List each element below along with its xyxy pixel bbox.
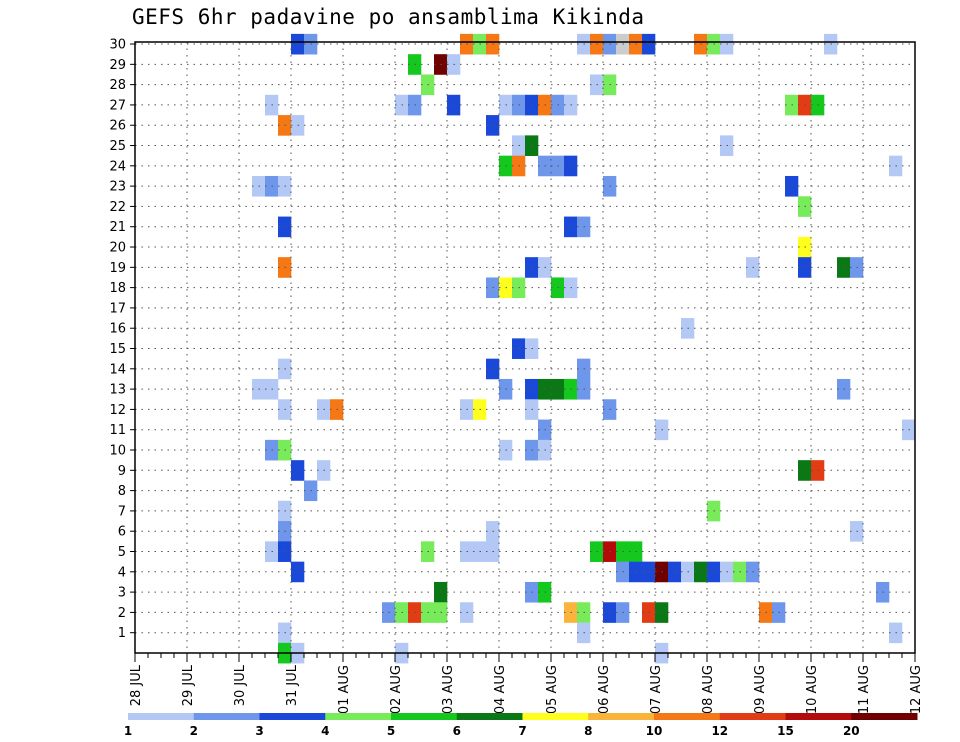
- colorbar-label: 6: [453, 724, 461, 738]
- x-tick-label: 03 AUG: [441, 665, 456, 714]
- x-axis: 28 JUL 29 JUL 30 JUL 31 JUL 01 AUG 02 AUG 03 A…: [129, 653, 924, 714]
- y-tick-label: 19: [109, 261, 126, 276]
- x-tick-label: 01 AUG: [337, 665, 352, 714]
- y-tick-label: 26: [109, 119, 126, 134]
- y-tick-label: 15: [109, 342, 126, 357]
- y-tick-label: 22: [109, 200, 126, 215]
- colorbar-label: 5: [387, 724, 395, 738]
- x-tick-label: 05 AUG: [545, 665, 560, 714]
- colorbar-swatch: [456, 713, 523, 720]
- colorbar-label: 15: [777, 724, 794, 738]
- colorbar-swatch: [391, 713, 458, 720]
- colorbar-swatch: [259, 713, 326, 720]
- y-tick-label: 2: [118, 606, 126, 621]
- y-tick-label: 4: [118, 565, 126, 580]
- y-tick-label: 23: [109, 180, 126, 195]
- colorbar-swatch: [325, 713, 392, 720]
- y-tick-label: 28: [109, 78, 126, 93]
- colorbar-label: 3: [255, 724, 263, 738]
- y-tick-label: 5: [118, 545, 126, 560]
- y-tick-label: 10: [109, 444, 126, 459]
- y-tick-label: 20: [109, 241, 126, 256]
- y-tick-label: 29: [109, 58, 126, 73]
- colorbar-label: 12: [711, 724, 728, 738]
- x-tick-label: 08 AUG: [701, 665, 716, 714]
- x-tick-label: 09 AUG: [753, 665, 768, 714]
- y-tick-label: 1: [118, 626, 126, 641]
- y-tick-label: 11: [109, 423, 126, 438]
- y-tick-label: 30: [109, 38, 126, 53]
- x-tick-label: 10 AUG: [805, 665, 820, 714]
- y-tick-label: 16: [109, 322, 126, 337]
- y-tick-label: 8: [118, 484, 126, 499]
- y-tick-label: 13: [109, 383, 126, 398]
- y-tick-label: 18: [109, 281, 126, 296]
- colorbar-label: 8: [584, 724, 592, 738]
- colorbar-swatch: [851, 713, 918, 720]
- colorbar-swatch: [522, 713, 589, 720]
- y-tick-label: 12: [109, 403, 126, 418]
- colorbar-label: 4: [321, 724, 329, 738]
- y-tick-label: 27: [109, 98, 126, 113]
- y-tick-label: 7: [118, 504, 126, 519]
- y-tick-label: 6: [118, 525, 126, 540]
- x-tick-label: 11 AUG: [857, 665, 872, 714]
- colorbar-swatch: [588, 713, 655, 720]
- x-tick-label: 31 JUL: [285, 664, 300, 706]
- y-tick-label: 24: [109, 159, 126, 174]
- colorbar-label: 7: [518, 724, 526, 738]
- colorbar-label: 2: [190, 724, 198, 738]
- x-tick-label: 04 AUG: [493, 665, 508, 714]
- grid-lines: [135, 42, 915, 653]
- y-tick-label: 3: [118, 586, 126, 601]
- x-tick-label: 02 AUG: [389, 665, 404, 714]
- colorbar-label: 1: [124, 724, 132, 738]
- colorbar-swatch: [719, 713, 786, 720]
- colorbar-swatch: [193, 713, 260, 720]
- x-tick-label: 06 AUG: [597, 665, 612, 714]
- y-tick-label: 14: [109, 362, 126, 377]
- y-axis: 1234567891011121314151617181920212223242…: [109, 38, 135, 641]
- y-tick-label: 25: [109, 139, 126, 154]
- colorbar-swatch: [785, 713, 852, 720]
- y-tick-label: 21: [109, 220, 126, 235]
- x-tick-label: 30 JUL: [233, 664, 248, 706]
- colorbar-label: 20: [843, 724, 860, 738]
- colorbar-swatch: [654, 713, 721, 720]
- chart-title: GEFS 6hr padavine po ansamblima Kikinda: [132, 5, 645, 29]
- x-tick-label: 12 AUG: [909, 665, 924, 714]
- colorbar-label: 10: [646, 724, 663, 738]
- y-tick-label: 9: [118, 464, 126, 479]
- x-tick-label: 28 JUL: [129, 664, 144, 706]
- x-tick-label: 07 AUG: [649, 665, 664, 714]
- x-tick-label: 29 JUL: [181, 664, 196, 706]
- colorbar-swatch: [128, 713, 195, 720]
- colorbar-legend: 1 2 3 4 5 6 7 8 10 12 15 20: [124, 713, 918, 738]
- y-tick-label: 17: [109, 301, 126, 316]
